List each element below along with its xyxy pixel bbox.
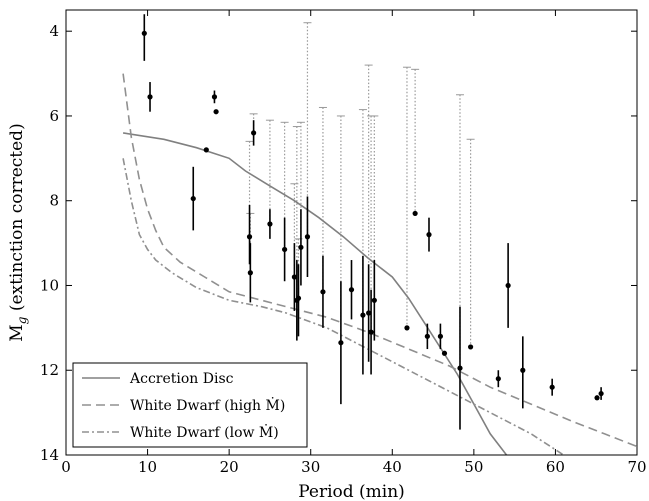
data-point	[304, 234, 311, 240]
data-point	[211, 94, 218, 100]
plot-area	[122, 14, 637, 455]
data-point	[549, 384, 555, 390]
data-point	[295, 295, 302, 301]
data-point	[246, 234, 253, 240]
data-point	[495, 376, 501, 382]
data-point	[457, 365, 463, 371]
x-tick-label: 70	[627, 458, 646, 476]
series-line-dash-dot	[122, 158, 565, 455]
data-point	[338, 340, 344, 346]
y-tick-label: 12	[40, 361, 59, 379]
data-point	[594, 395, 600, 401]
data-point	[147, 94, 153, 100]
series-line-dashed	[122, 73, 637, 448]
data-point	[320, 289, 326, 295]
data-point	[520, 367, 526, 373]
data-point	[467, 344, 474, 350]
data-point	[282, 246, 288, 253]
x-tick-label: 0	[61, 458, 71, 476]
x-axis-title: Period (min)	[298, 482, 405, 501]
data-point	[267, 221, 273, 227]
data-point	[598, 390, 604, 397]
plot-frame	[65, 9, 638, 456]
y-tick-label: 6	[49, 107, 59, 125]
data-point	[505, 282, 511, 289]
x-tick-label: 60	[546, 458, 565, 476]
data-point	[371, 297, 377, 303]
data-point	[368, 329, 374, 335]
legend-label: Accretion Disc	[129, 371, 234, 387]
data-point	[360, 312, 366, 318]
data-point	[366, 310, 372, 316]
legend-label: White Dwarf (high Ṁ)	[130, 396, 285, 414]
y-axis-title: Mg (extinction corrected)	[7, 123, 29, 341]
data-point	[213, 109, 219, 115]
data-point	[426, 232, 432, 238]
x-tick-label: 40	[383, 458, 402, 476]
data-point	[190, 195, 196, 202]
y-tick-label: 10	[40, 276, 59, 294]
x-tick-label: 30	[301, 458, 320, 476]
x-tick-label: 50	[464, 458, 483, 476]
x-tick-label: 10	[138, 458, 157, 476]
data-point	[348, 287, 355, 293]
y-tick-label: 4	[49, 22, 59, 40]
data-point	[251, 130, 257, 136]
data-point	[441, 350, 448, 356]
data-point	[203, 147, 209, 153]
data-point	[298, 244, 304, 250]
data-point	[437, 333, 444, 339]
data-point	[424, 333, 430, 339]
x-tick-label: 20	[220, 458, 239, 476]
data-point	[412, 210, 418, 217]
data-point	[291, 274, 297, 280]
legend-label: White Dwarf (low Ṁ)	[130, 423, 279, 441]
data-point	[404, 325, 410, 331]
y-tick-label: 14	[40, 446, 59, 464]
data-point	[247, 270, 253, 276]
data-point	[141, 30, 147, 36]
legend: Accretion Disc White Dwarf (high Ṁ) White …	[72, 362, 308, 448]
y-tick-label: 8	[49, 192, 59, 210]
